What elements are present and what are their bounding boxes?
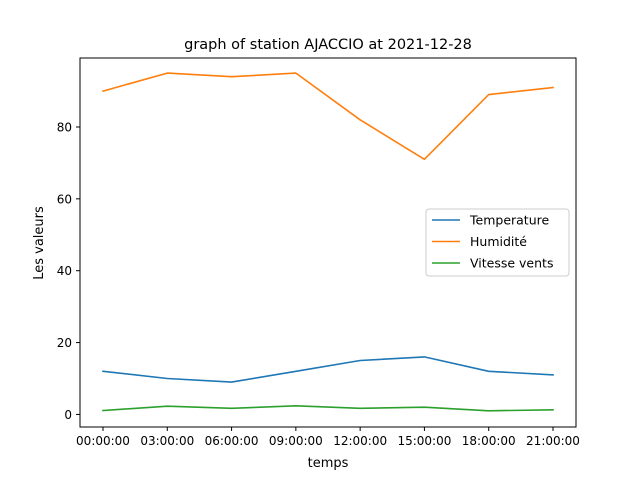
series-layer [102,72,554,412]
x-tick-label: 09:00:00 [269,434,323,448]
x-tick-label: 15:00:00 [397,434,451,448]
y-tick-label: 0 [64,408,72,422]
series-line-2 [102,72,554,161]
x-tick-label: 00:00:00 [76,434,130,448]
y-axis-label: Les valeurs [32,206,47,280]
legend-entry-label: Humidité [470,234,527,249]
x-axis-label: temps [308,456,349,471]
y-tick-label: 40 [57,264,72,278]
legend: Temperature Humidité Vitesse vents [425,208,570,277]
y-tick-label: 20 [57,336,72,350]
y-axis: 0 20 40 60 80 [57,120,80,422]
legend-entry-label: Temperature [469,213,549,228]
y-tick-label: 80 [57,120,72,134]
x-tick-label: 03:00:00 [140,434,194,448]
chart-title: graph of station AJACCIO at 2021-12-28 [184,37,472,53]
x-tick-label: 21:00:00 [526,434,580,448]
series-line-1 [102,356,554,383]
plot-area-frame [79,57,577,428]
x-tick-label: 18:00:00 [462,434,516,448]
series-line-3 [102,404,554,412]
x-axis: 00:00:00 03:00:00 06:00:00 09:00:00 12:00:00… [76,427,580,448]
x-tick-label: 06:00:00 [205,434,259,448]
y-tick-label: 60 [57,192,72,206]
legend-box [425,208,570,277]
x-tick-label: 12:00:00 [333,434,387,448]
legend-entry-label: Vitesse vents [470,256,553,271]
